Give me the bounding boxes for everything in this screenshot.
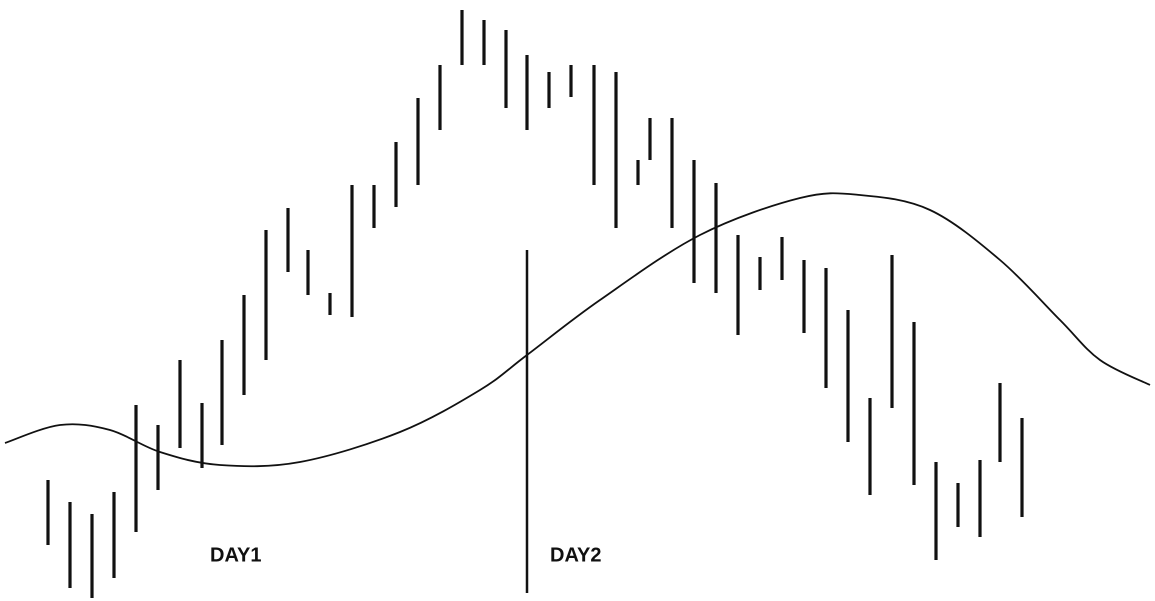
annotation: DAY2 bbox=[550, 544, 602, 566]
annotation: DAY1 bbox=[210, 544, 262, 566]
moving-curve bbox=[4, 192, 1151, 468]
